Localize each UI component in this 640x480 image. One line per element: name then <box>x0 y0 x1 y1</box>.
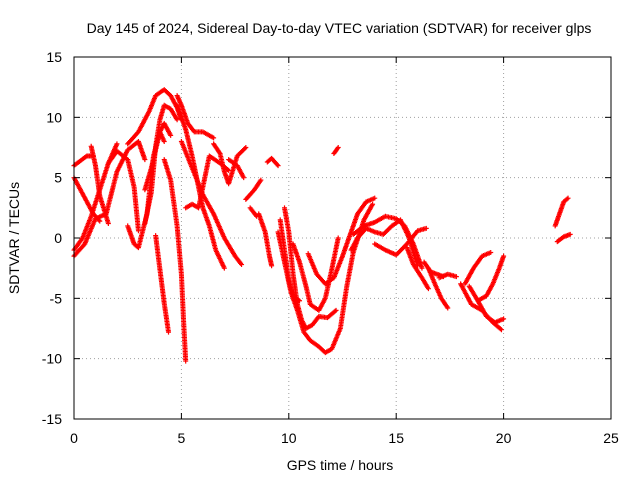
data-point <box>419 265 425 271</box>
series-arc-17 <box>211 141 249 187</box>
data-point <box>425 286 431 292</box>
data-point <box>114 141 120 147</box>
x-tick-label: 0 <box>70 430 78 446</box>
data-point <box>97 218 103 224</box>
y-axis-label: SDTVAR / TECUs <box>6 182 22 294</box>
data-point <box>370 201 376 207</box>
series-arc-37 <box>462 249 494 287</box>
series-arc-18 <box>226 157 247 181</box>
data-point <box>211 135 217 141</box>
data-point <box>241 175 247 181</box>
y-tick-labels: -15 -10 -5 0 5 10 15 <box>42 49 62 427</box>
data-point <box>183 358 189 364</box>
series-arc-07 <box>125 87 184 147</box>
data-point <box>333 307 339 313</box>
series-arc-27 <box>305 251 345 287</box>
x-tick-label: 5 <box>178 430 186 446</box>
series-arc-40 <box>475 253 507 304</box>
y-tick-label: -5 <box>50 290 63 306</box>
data-point <box>335 235 341 241</box>
series-arc-28 <box>340 195 378 259</box>
data-point <box>297 298 303 304</box>
series-arc-42 <box>554 231 573 245</box>
data-point <box>166 329 172 335</box>
series-arc-24 <box>282 205 339 331</box>
y-tick-label: 15 <box>46 49 62 65</box>
series-arc-12 <box>161 157 189 364</box>
series-arc-15 <box>178 138 245 268</box>
series-arc-35 <box>425 265 451 311</box>
series-arc-13 <box>174 93 217 141</box>
x-tick-label: 15 <box>388 430 404 446</box>
chart-title: Day 145 of 2024, Sidereal Day-to-day VTE… <box>87 20 592 36</box>
data-point <box>174 117 180 123</box>
data-point <box>258 177 264 183</box>
data-point <box>498 327 504 333</box>
data-point <box>501 316 507 322</box>
x-tick-label: 20 <box>496 430 512 446</box>
x-tick-label: 10 <box>281 430 297 446</box>
series-arc-26 <box>290 235 341 313</box>
data-point <box>105 221 111 227</box>
series-arc-32 <box>331 145 341 157</box>
series-arc-39 <box>458 281 504 333</box>
series-arc-41 <box>552 195 571 229</box>
series-arc-25 <box>277 217 303 304</box>
grid <box>74 57 611 419</box>
data-point <box>453 274 459 280</box>
data-point <box>501 253 507 259</box>
data-point <box>372 195 378 201</box>
axis-ticks <box>73 56 612 420</box>
y-tick-label: 5 <box>54 170 62 186</box>
data-point <box>275 163 281 169</box>
data-point <box>445 305 451 311</box>
data-point <box>423 225 429 231</box>
series-arc-10 <box>142 120 174 193</box>
series-arc-36 <box>436 271 459 281</box>
series-arc-19 <box>243 177 264 202</box>
data-point <box>161 138 167 144</box>
data-point <box>168 132 174 138</box>
data-point <box>135 228 141 234</box>
series-arc-21 <box>256 211 275 269</box>
data-point <box>243 145 249 150</box>
data-point <box>567 231 573 237</box>
data-point <box>488 249 494 255</box>
series-arc-22 <box>264 155 281 169</box>
series-arc-06 <box>105 148 141 234</box>
data-point <box>269 263 275 269</box>
series-arc-31 <box>372 225 429 258</box>
series-arc-30 <box>350 213 425 271</box>
x-axis-label: GPS time / hours <box>287 457 394 473</box>
data-point <box>274 162 280 168</box>
x-tick-labels: 0 5 10 15 20 25 <box>70 430 619 446</box>
series-arc-05 <box>71 138 148 259</box>
x-tick-label: 25 <box>603 430 619 446</box>
y-tick-label: -10 <box>42 351 62 367</box>
y-tick-label: -15 <box>42 411 62 427</box>
series-arc-16 <box>183 153 232 211</box>
data-point <box>221 265 227 271</box>
series-arc-33 <box>404 245 431 292</box>
y-tick-label: 10 <box>46 109 62 125</box>
series-arc-20 <box>247 205 260 219</box>
series-arc-11 <box>153 233 172 335</box>
data-point <box>335 145 341 150</box>
y-tick-label: 0 <box>54 230 62 246</box>
data-point <box>565 195 571 201</box>
data-point <box>239 262 245 268</box>
data-point <box>142 157 148 163</box>
data-points <box>71 87 573 364</box>
